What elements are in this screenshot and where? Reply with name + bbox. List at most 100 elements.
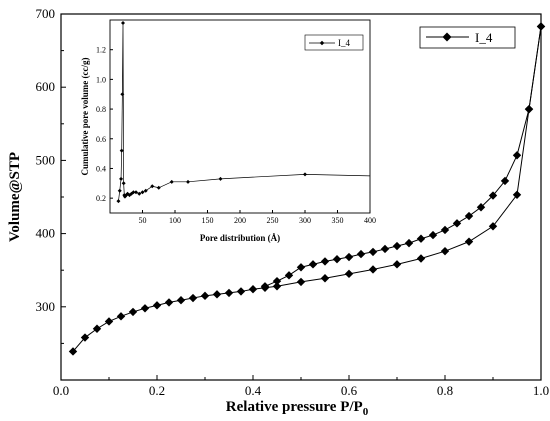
main-x-tick-label: 0.4 bbox=[245, 383, 262, 398]
main-data-point-adsorption bbox=[488, 222, 498, 231]
main-y-tick-label: 300 bbox=[36, 299, 56, 314]
main-data-point-adsorption bbox=[248, 285, 258, 294]
inset-pore-distribution-chart: 50 100 150 200 250 300 350 400 0.2 0.4 0.6 0.8 1.0 1.… bbox=[80, 19, 376, 243]
inset-y-tick-label: 0.2 bbox=[96, 194, 106, 203]
main-data-point-adsorption bbox=[140, 304, 150, 313]
inset-data-point bbox=[303, 172, 307, 177]
inset-data-point bbox=[137, 191, 142, 196]
main-data-point-adsorption bbox=[344, 269, 354, 279]
inset-data-point bbox=[156, 185, 161, 190]
main-data-point-desorption bbox=[488, 191, 498, 200]
main-data-point-adsorption bbox=[200, 291, 210, 301]
main-data-point-desorption bbox=[536, 22, 546, 31]
main-x-tick-label: 0.2 bbox=[149, 383, 165, 398]
inset-data-point bbox=[150, 184, 155, 189]
main-data-point-desorption bbox=[500, 176, 510, 186]
main-data-point-desorption bbox=[392, 241, 402, 251]
main-x-axis-title-text: Relative pressure P/P bbox=[226, 399, 363, 415]
main-data-point-desorption bbox=[308, 260, 318, 269]
main-data-point-desorption bbox=[260, 282, 270, 291]
inset-data-point bbox=[119, 148, 124, 153]
inset-x-tick-label: 400 bbox=[364, 216, 376, 225]
main-data-point-adsorption bbox=[92, 324, 102, 333]
inset-data-point bbox=[117, 188, 122, 193]
main-data-point-desorption bbox=[524, 104, 534, 114]
main-y-tick-label: 700 bbox=[36, 6, 56, 21]
inset-x-tick-label: 350 bbox=[332, 216, 344, 225]
main-data-point-desorption bbox=[380, 244, 390, 254]
inset-data-point bbox=[140, 190, 145, 195]
main-data-point-desorption bbox=[320, 257, 330, 266]
main-data-point-adsorption bbox=[212, 290, 222, 299]
main-data-point-adsorption bbox=[104, 317, 114, 326]
inset-x-tick-label: 250 bbox=[267, 216, 279, 225]
inset-x-tick-label: 50 bbox=[139, 216, 147, 225]
inset-data-point bbox=[121, 181, 126, 186]
main-data-point-adsorption bbox=[116, 312, 126, 321]
inset-data-point bbox=[169, 179, 174, 184]
main-data-point-desorption bbox=[284, 271, 294, 280]
main-legend-marker bbox=[442, 32, 452, 42]
main-data-point-adsorption bbox=[368, 265, 378, 274]
main-x-tick-label: 0.8 bbox=[437, 383, 453, 398]
main-data-point-desorption bbox=[272, 276, 282, 286]
main-data-point-adsorption bbox=[68, 347, 78, 356]
main-data-point-desorption bbox=[344, 252, 354, 262]
inset-data-point bbox=[120, 92, 125, 97]
main-data-point-adsorption bbox=[320, 274, 330, 283]
main-data-point-adsorption bbox=[80, 333, 90, 342]
inset-legend-label: I_4 bbox=[338, 38, 350, 48]
main-data-point-desorption bbox=[464, 211, 474, 221]
main-data-point-adsorption bbox=[164, 298, 174, 307]
main-data-point-desorption bbox=[512, 151, 522, 160]
main-data-point-desorption bbox=[332, 255, 342, 264]
main-x-tick-label: 1.0 bbox=[533, 383, 549, 398]
inset-legend-box bbox=[304, 34, 364, 51]
main-data-point-adsorption bbox=[512, 190, 522, 200]
inset-data-point bbox=[186, 179, 190, 184]
main-data-point-adsorption bbox=[224, 288, 234, 298]
inset-data-point bbox=[116, 199, 121, 204]
inset-y-tick-label: 1.2 bbox=[96, 46, 106, 55]
main-data-point-adsorption bbox=[176, 296, 186, 305]
inset-x-tick-label: 200 bbox=[234, 216, 246, 225]
inset-plot-frame bbox=[109, 19, 371, 214]
main-data-point-adsorption bbox=[236, 287, 246, 296]
inset-y-axis-title: Cumulative pore volume (cc/g) bbox=[80, 57, 90, 175]
main-data-point-desorption bbox=[296, 263, 306, 272]
inset-x-tick-label: 150 bbox=[202, 216, 214, 225]
inset-y-tick-label: 0.6 bbox=[96, 135, 106, 144]
main-y-tick-label: 600 bbox=[36, 79, 56, 94]
inset-x-axis-title: Pore distribution (Å) bbox=[200, 233, 280, 243]
main-data-point-desorption bbox=[476, 203, 486, 212]
inset-data-point bbox=[131, 190, 136, 195]
inset-y-tick-label: 0.8 bbox=[96, 105, 106, 114]
main-data-point-adsorption bbox=[152, 301, 162, 310]
inset-data-point bbox=[134, 190, 138, 195]
inset-legend-marker bbox=[319, 40, 325, 46]
main-x-axis-title-subscript: 0 bbox=[363, 406, 369, 418]
inset-x-tick-label: 300 bbox=[299, 216, 311, 225]
main-data-point-adsorption bbox=[188, 293, 198, 303]
main-x-tick-label: 0.0 bbox=[53, 383, 69, 398]
inset-data-point bbox=[119, 176, 124, 181]
main-data-point-desorption bbox=[404, 238, 414, 248]
main-data-point-desorption bbox=[428, 230, 438, 240]
main-data-point-adsorption bbox=[416, 254, 426, 263]
inset-data-point bbox=[218, 176, 223, 181]
main-data-point-desorption bbox=[356, 249, 366, 259]
main-data-point-adsorption bbox=[464, 237, 474, 246]
main-data-point-desorption bbox=[452, 219, 462, 228]
main-x-tick-label: 0.6 bbox=[341, 383, 358, 398]
main-data-point-adsorption bbox=[128, 307, 138, 317]
main-data-point-desorption bbox=[368, 247, 378, 257]
main-data-point-adsorption bbox=[296, 277, 306, 287]
inset-data-point bbox=[121, 20, 125, 25]
inset-data-point bbox=[143, 188, 148, 193]
main-isotherm-chart: 0.0 0.2 0.4 0.6 0.8 1.0300400500600700Relativ… bbox=[7, 6, 549, 418]
main-y-tick-label: 400 bbox=[36, 226, 56, 241]
inset-y-tick-label: 0.4 bbox=[96, 164, 106, 173]
inset-y-tick-label: 1.0 bbox=[96, 75, 106, 84]
main-legend-label: I_4 bbox=[475, 30, 493, 45]
main-y-axis-title: Volume@STP bbox=[7, 152, 23, 242]
